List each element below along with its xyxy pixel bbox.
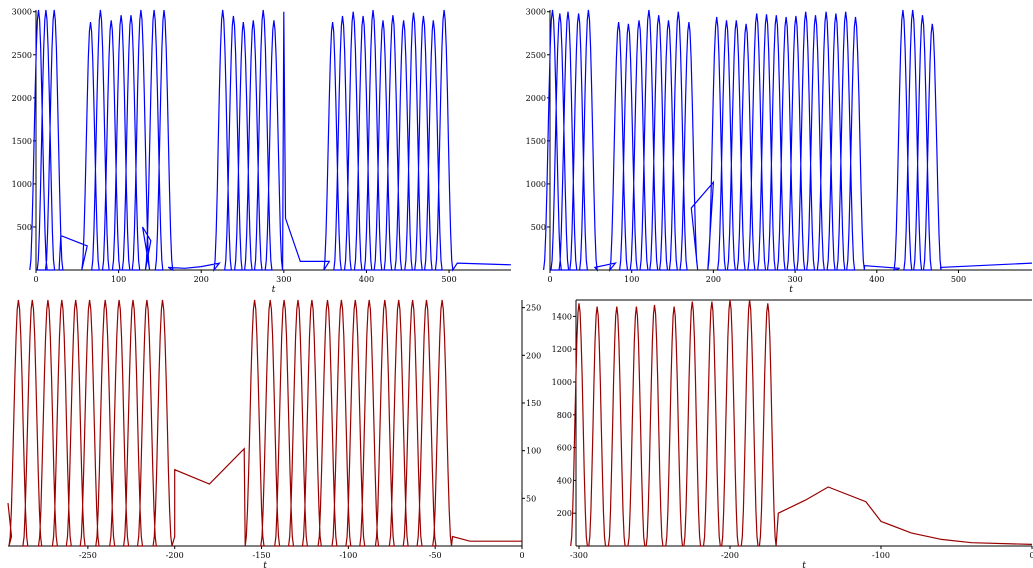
x-tick-label: 100	[111, 275, 126, 284]
x-tick-label: -150	[253, 551, 271, 560]
x-tick-label: 0	[519, 551, 524, 560]
x-tick-label: 500	[951, 275, 966, 284]
x-tick-label: -50	[429, 551, 442, 560]
x-tick-label: 300	[787, 275, 802, 284]
y-tick-label: 150	[526, 399, 541, 408]
x-tick-label: 400	[359, 275, 374, 284]
x-tick-label: 200	[706, 275, 721, 284]
x-axis-title: t	[263, 561, 267, 568]
x-tick-label: -100	[339, 551, 357, 560]
y-tick-label: 3000	[12, 8, 32, 17]
y-tick-label: 600	[557, 444, 572, 453]
y-tick-label: 100	[526, 447, 541, 456]
y-tick-label: 200	[557, 509, 572, 518]
series-line	[570, 299, 1033, 547]
x-axis-title: t	[789, 285, 793, 295]
y-tick-label: 500	[531, 223, 546, 232]
x-axis-title: t	[272, 285, 276, 295]
x-axis-title: t	[802, 561, 806, 568]
x-tick-label: -200	[721, 551, 739, 560]
y-tick-label: 1200	[552, 345, 572, 354]
y-tick-label: 1000	[12, 180, 32, 189]
y-tick-label: 250	[526, 304, 541, 313]
y-tick-label: 2500	[526, 51, 546, 60]
y-tick-label: 500	[17, 223, 32, 232]
x-tick-label: 300	[276, 275, 291, 284]
x-tick-label: 200	[194, 275, 209, 284]
x-tick-label: -300	[570, 551, 588, 560]
chart-panel-4: -300 -200 -100 0 200 400 600 800 1000 1200 1400 t	[552, 299, 1033, 568]
y-tick-label: 2000	[12, 94, 32, 103]
y-tick-label: 1500	[12, 137, 32, 146]
x-tick-label: 400	[869, 275, 884, 284]
y-tick-label: 1500	[526, 137, 546, 146]
series-line	[543, 9, 1033, 272]
x-tick-label: 100	[624, 275, 639, 284]
chart-panel-1: 0 100 200 300 400 500 500 1000 1500 2000 2500 3000 t	[12, 8, 512, 295]
y-tick-label: 2000	[526, 94, 546, 103]
y-tick-label: 200	[526, 351, 541, 360]
y-tick-label: 1400	[552, 312, 572, 321]
y-tick-label: 1000	[552, 378, 572, 387]
series-line	[7, 299, 522, 547]
x-tick-label: 0	[33, 275, 38, 284]
series-line	[29, 9, 512, 273]
x-tick-label: 0	[1029, 551, 1033, 560]
y-tick-label: 3000	[526, 8, 546, 17]
y-tick-label: 50	[526, 494, 536, 503]
y-tick-label: 2500	[12, 51, 32, 60]
chart-panel-3: -250 -200 -150 -100 -50 0 50 100 150 200 250 t	[7, 299, 541, 568]
y-tick-label: 1000	[526, 180, 546, 189]
x-tick-label: -200	[166, 551, 184, 560]
y-tick-label: 800	[557, 411, 572, 420]
x-tick-label: 0	[547, 275, 552, 284]
chart-panel-2: 0 100 200 300 400 500 500 1000 1500 2000 2500 3000 t	[526, 8, 1033, 295]
x-tick-label: -100	[872, 551, 890, 560]
x-tick-label: -250	[79, 551, 97, 560]
x-tick-label: 500	[441, 275, 456, 284]
y-tick-label: 400	[557, 476, 572, 485]
